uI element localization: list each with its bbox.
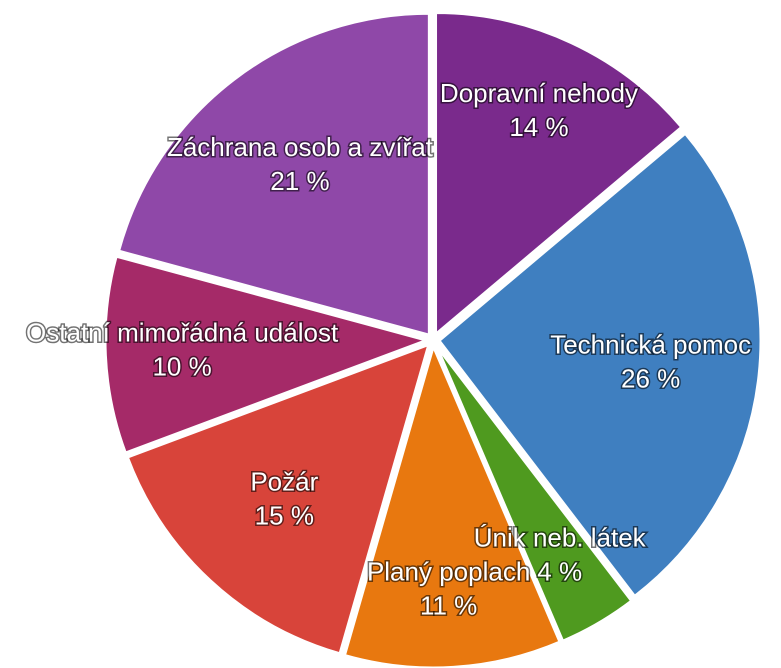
pie-slice <box>434 344 634 644</box>
slice-value-label: 14 % <box>509 112 568 142</box>
pie-slice <box>103 254 432 455</box>
slice-value-label: 15 % <box>255 501 314 531</box>
slice-value-label: 26 % <box>621 364 680 394</box>
slice-label: Technická pomoc <box>550 330 751 360</box>
slice-value-label: 4 % <box>537 557 582 587</box>
slice-label: Planý poplach <box>367 557 530 587</box>
slice-label: Požár <box>250 467 318 497</box>
pie-slice <box>436 131 763 599</box>
pie-slice <box>116 11 431 338</box>
slice-value-label: 11 % <box>420 591 477 621</box>
pie-slice <box>125 341 432 656</box>
pie-slice <box>434 11 684 338</box>
slice-label: Dopravní nehody <box>440 78 638 108</box>
slice-label: Ostatní mimořádná událost <box>26 318 339 348</box>
slice-value-label: 21 % <box>270 166 329 196</box>
slice-value-label: 10 % <box>152 352 211 382</box>
slice-label: Záchrana osob a zvířat <box>167 132 434 162</box>
pie-slice <box>342 341 563 668</box>
slice-label: Únik neb. látek <box>474 523 647 553</box>
